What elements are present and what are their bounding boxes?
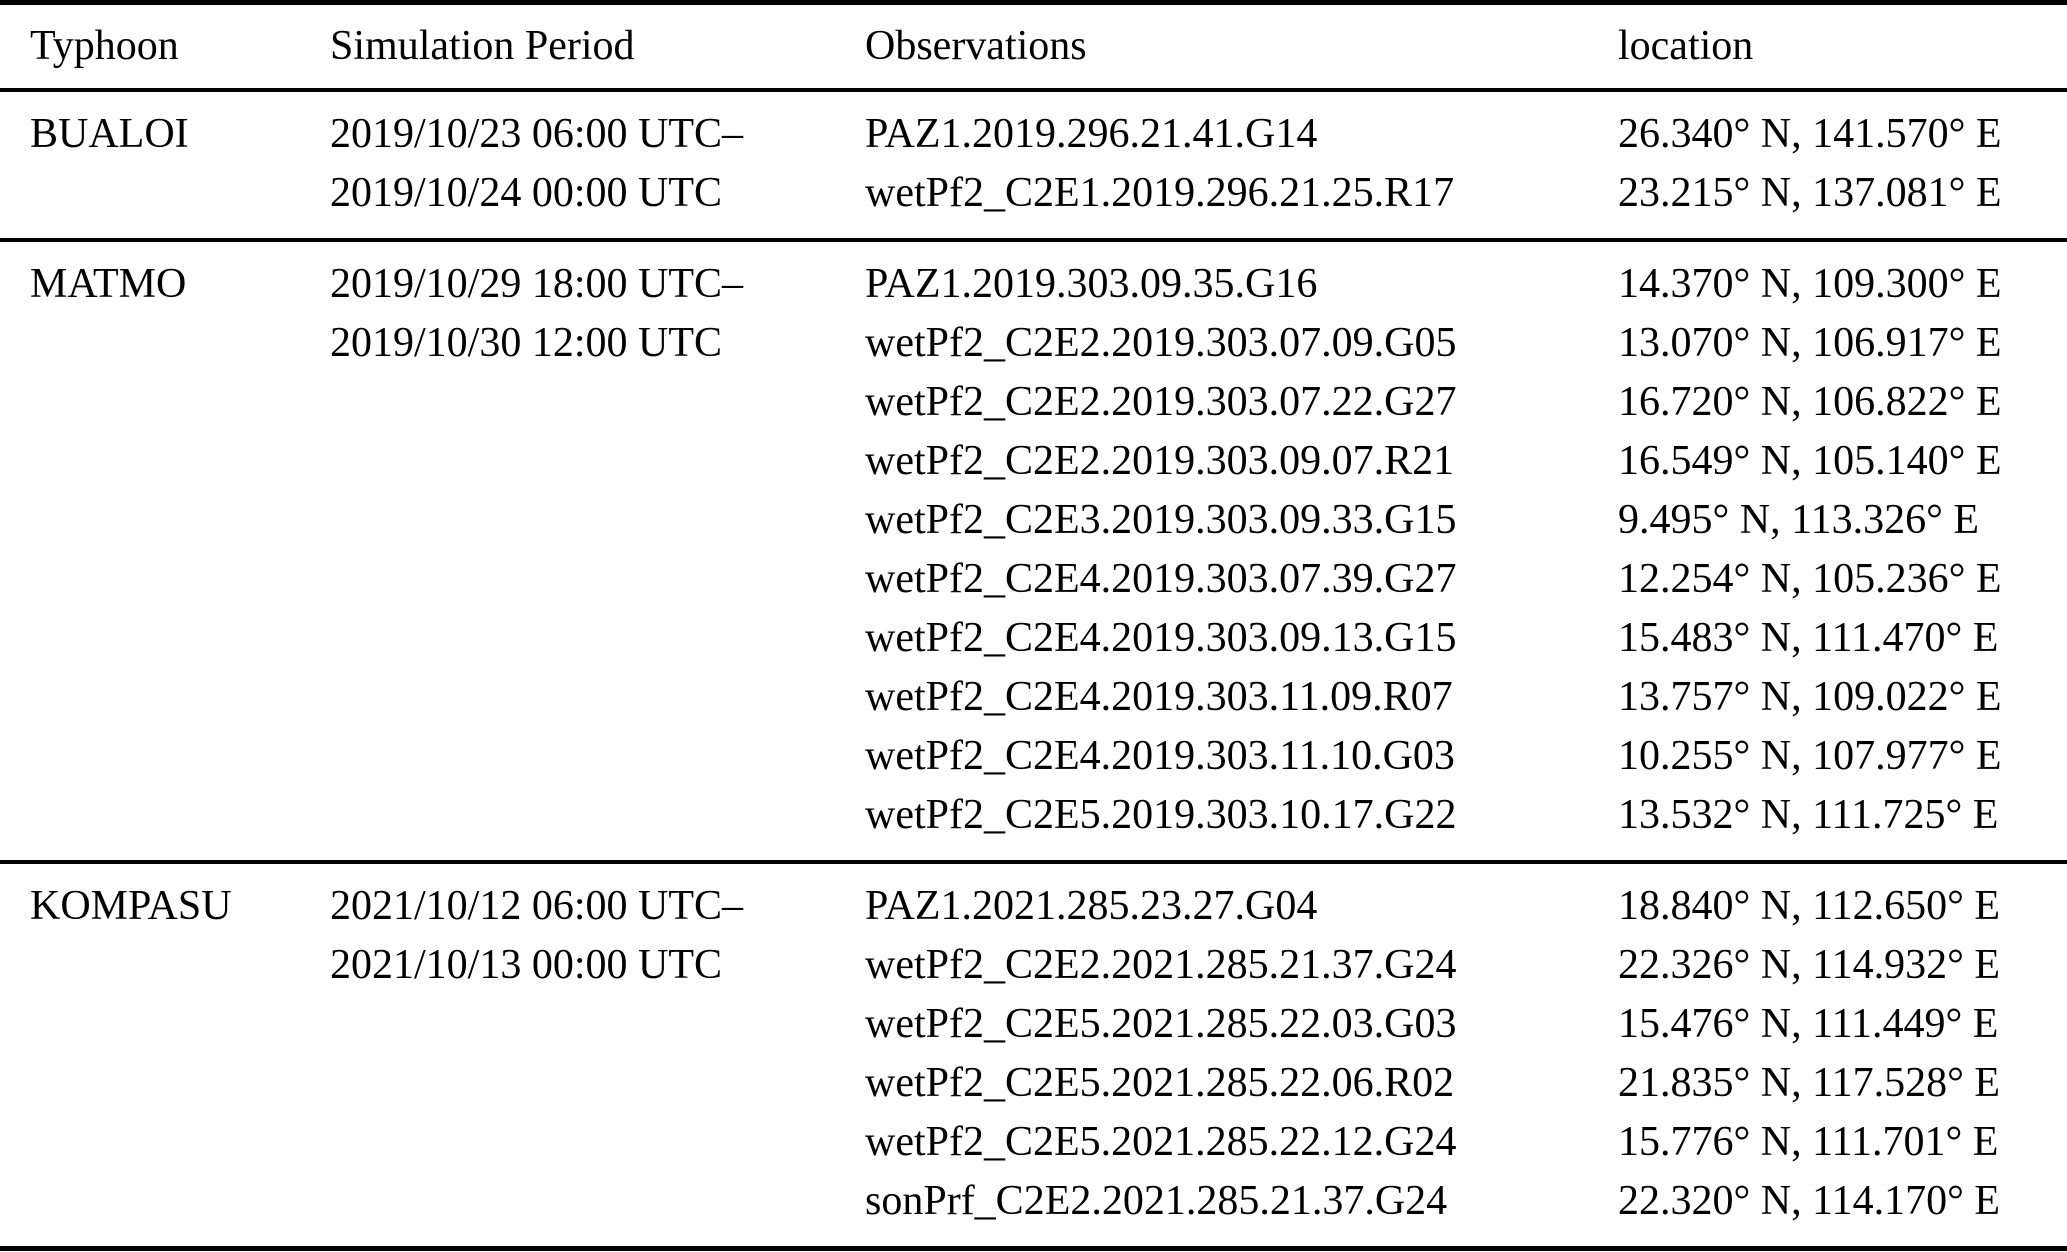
period-line: 2021/10/13 00:00 UTC	[330, 942, 723, 988]
observation-id: PAZ1.2021.285.23.27.G04	[865, 883, 1318, 929]
observation-id: PAZ1.2019.303.09.35.G16	[865, 261, 1318, 307]
period-line: 2019/10/23 06:00 UTC–	[330, 111, 744, 157]
typhoon-name: MATMO	[30, 261, 187, 307]
location-value: 15.776° N, 111.701° E	[1618, 1119, 1999, 1165]
column-header-observations: Observations	[865, 23, 1087, 69]
location-value: 12.254° N, 105.236° E	[1618, 556, 2002, 602]
location-value: 22.326° N, 114.932° E	[1618, 942, 2001, 988]
table-body: BUALOI 2019/10/23 06:00 UTC– 2019/10/24 0…	[0, 92, 2067, 1246]
table-row: BUALOI 2019/10/23 06:00 UTC– 2019/10/24 0…	[0, 92, 2067, 238]
observation-id: sonPrf_C2E2.2021.285.21.37.G24	[865, 1178, 1448, 1224]
location-value: 9.495° N, 113.326° E	[1618, 497, 1980, 543]
observation-id: wetPf2_C2E2.2019.303.07.09.G05	[865, 320, 1457, 366]
location-value: 15.476° N, 111.449° E	[1618, 1001, 1999, 1047]
typhoon-name: BUALOI	[30, 111, 189, 157]
location-value: 16.549° N, 105.140° E	[1618, 438, 2002, 484]
table-bottom-rule	[0, 1246, 2067, 1251]
observations-cell: PAZ1.2019.296.21.41.G14 wetPf2_C2E1.2019.…	[865, 105, 1618, 223]
location-value: 21.835° N, 117.528° E	[1618, 1060, 2001, 1106]
table-row: MATMO 2019/10/29 18:00 UTC– 2019/10/30 12…	[0, 242, 2067, 860]
period-cell: 2021/10/12 06:00 UTC– 2021/10/13 00:00 UT…	[330, 877, 865, 1231]
observation-id: wetPf2_C2E2.2021.285.21.37.G24	[865, 942, 1457, 988]
table-row: KOMPASU 2021/10/12 06:00 UTC– 2021/10/13 …	[0, 864, 2067, 1246]
period-line: 2019/10/24 00:00 UTC	[330, 170, 723, 216]
observation-id: PAZ1.2019.296.21.41.G14	[865, 111, 1318, 157]
location-value: 26.340° N, 141.570° E	[1618, 111, 2002, 157]
observations-cell: PAZ1.2019.303.09.35.G16 wetPf2_C2E2.2019.…	[865, 255, 1618, 845]
table-header-row: Typhoon Simulation Period Observations l…	[0, 5, 2067, 88]
observation-id: wetPf2_C2E2.2019.303.09.07.R21	[865, 438, 1455, 484]
location-value: 14.370° N, 109.300° E	[1618, 261, 2002, 307]
period-line: 2021/10/12 06:00 UTC–	[330, 883, 744, 929]
location-value: 16.720° N, 106.822° E	[1618, 379, 2002, 425]
typhoon-cell: MATMO	[30, 255, 330, 845]
period-line: 2019/10/30 12:00 UTC	[330, 320, 723, 366]
observation-id: wetPf2_C2E5.2021.285.22.12.G24	[865, 1119, 1457, 1165]
location-value: 13.757° N, 109.022° E	[1618, 674, 2002, 720]
column-header-location: location	[1618, 23, 1754, 69]
observation-id: wetPf2_C2E5.2021.285.22.03.G03	[865, 1001, 1457, 1047]
locations-cell: 26.340° N, 141.570° E 23.215° N, 137.081°…	[1618, 105, 2067, 223]
location-value: 13.070° N, 106.917° E	[1618, 320, 2002, 366]
location-value: 23.215° N, 137.081° E	[1618, 170, 2002, 216]
observation-id: wetPf2_C2E3.2019.303.09.33.G15	[865, 497, 1457, 543]
period-cell: 2019/10/29 18:00 UTC– 2019/10/30 12:00 UT…	[330, 255, 865, 845]
location-value: 13.532° N, 111.725° E	[1618, 792, 1999, 838]
period-cell: 2019/10/23 06:00 UTC– 2019/10/24 00:00 UT…	[330, 105, 865, 223]
location-value: 18.840° N, 112.650° E	[1618, 883, 2001, 929]
location-value: 22.320° N, 114.170° E	[1618, 1178, 2001, 1224]
table-top-rule	[0, 0, 2067, 5]
typhoon-cell: BUALOI	[30, 105, 330, 223]
column-header-simulation-period: Simulation Period	[330, 23, 635, 69]
location-value: 15.483° N, 111.470° E	[1618, 615, 1999, 661]
row-separator-rule	[0, 238, 2067, 242]
observations-cell: PAZ1.2021.285.23.27.G04 wetPf2_C2E2.2021.…	[865, 877, 1618, 1231]
observation-id: wetPf2_C2E5.2019.303.10.17.G22	[865, 792, 1457, 838]
column-header-typhoon: Typhoon	[30, 23, 179, 69]
locations-cell: 14.370° N, 109.300° E 13.070° N, 106.917°…	[1618, 255, 2067, 845]
observation-id: wetPf2_C2E4.2019.303.07.39.G27	[865, 556, 1457, 602]
observation-id: wetPf2_C2E4.2019.303.11.10.G03	[865, 733, 1455, 779]
typhoon-cell: KOMPASU	[30, 877, 330, 1231]
row-separator-rule	[0, 860, 2067, 864]
observation-id: wetPf2_C2E2.2019.303.07.22.G27	[865, 379, 1457, 425]
locations-cell: 18.840° N, 112.650° E 22.326° N, 114.932°…	[1618, 877, 2067, 1231]
period-line: 2019/10/29 18:00 UTC–	[330, 261, 744, 307]
location-value: 10.255° N, 107.977° E	[1618, 733, 2002, 779]
observation-id: wetPf2_C2E1.2019.296.21.25.R17	[865, 170, 1455, 216]
observation-id: wetPf2_C2E4.2019.303.11.09.R07	[865, 674, 1453, 720]
observation-id: wetPf2_C2E4.2019.303.09.13.G15	[865, 615, 1457, 661]
header-separator-rule	[0, 88, 2067, 92]
observation-id: wetPf2_C2E5.2021.285.22.06.R02	[865, 1060, 1455, 1106]
typhoon-name: KOMPASU	[30, 883, 232, 929]
